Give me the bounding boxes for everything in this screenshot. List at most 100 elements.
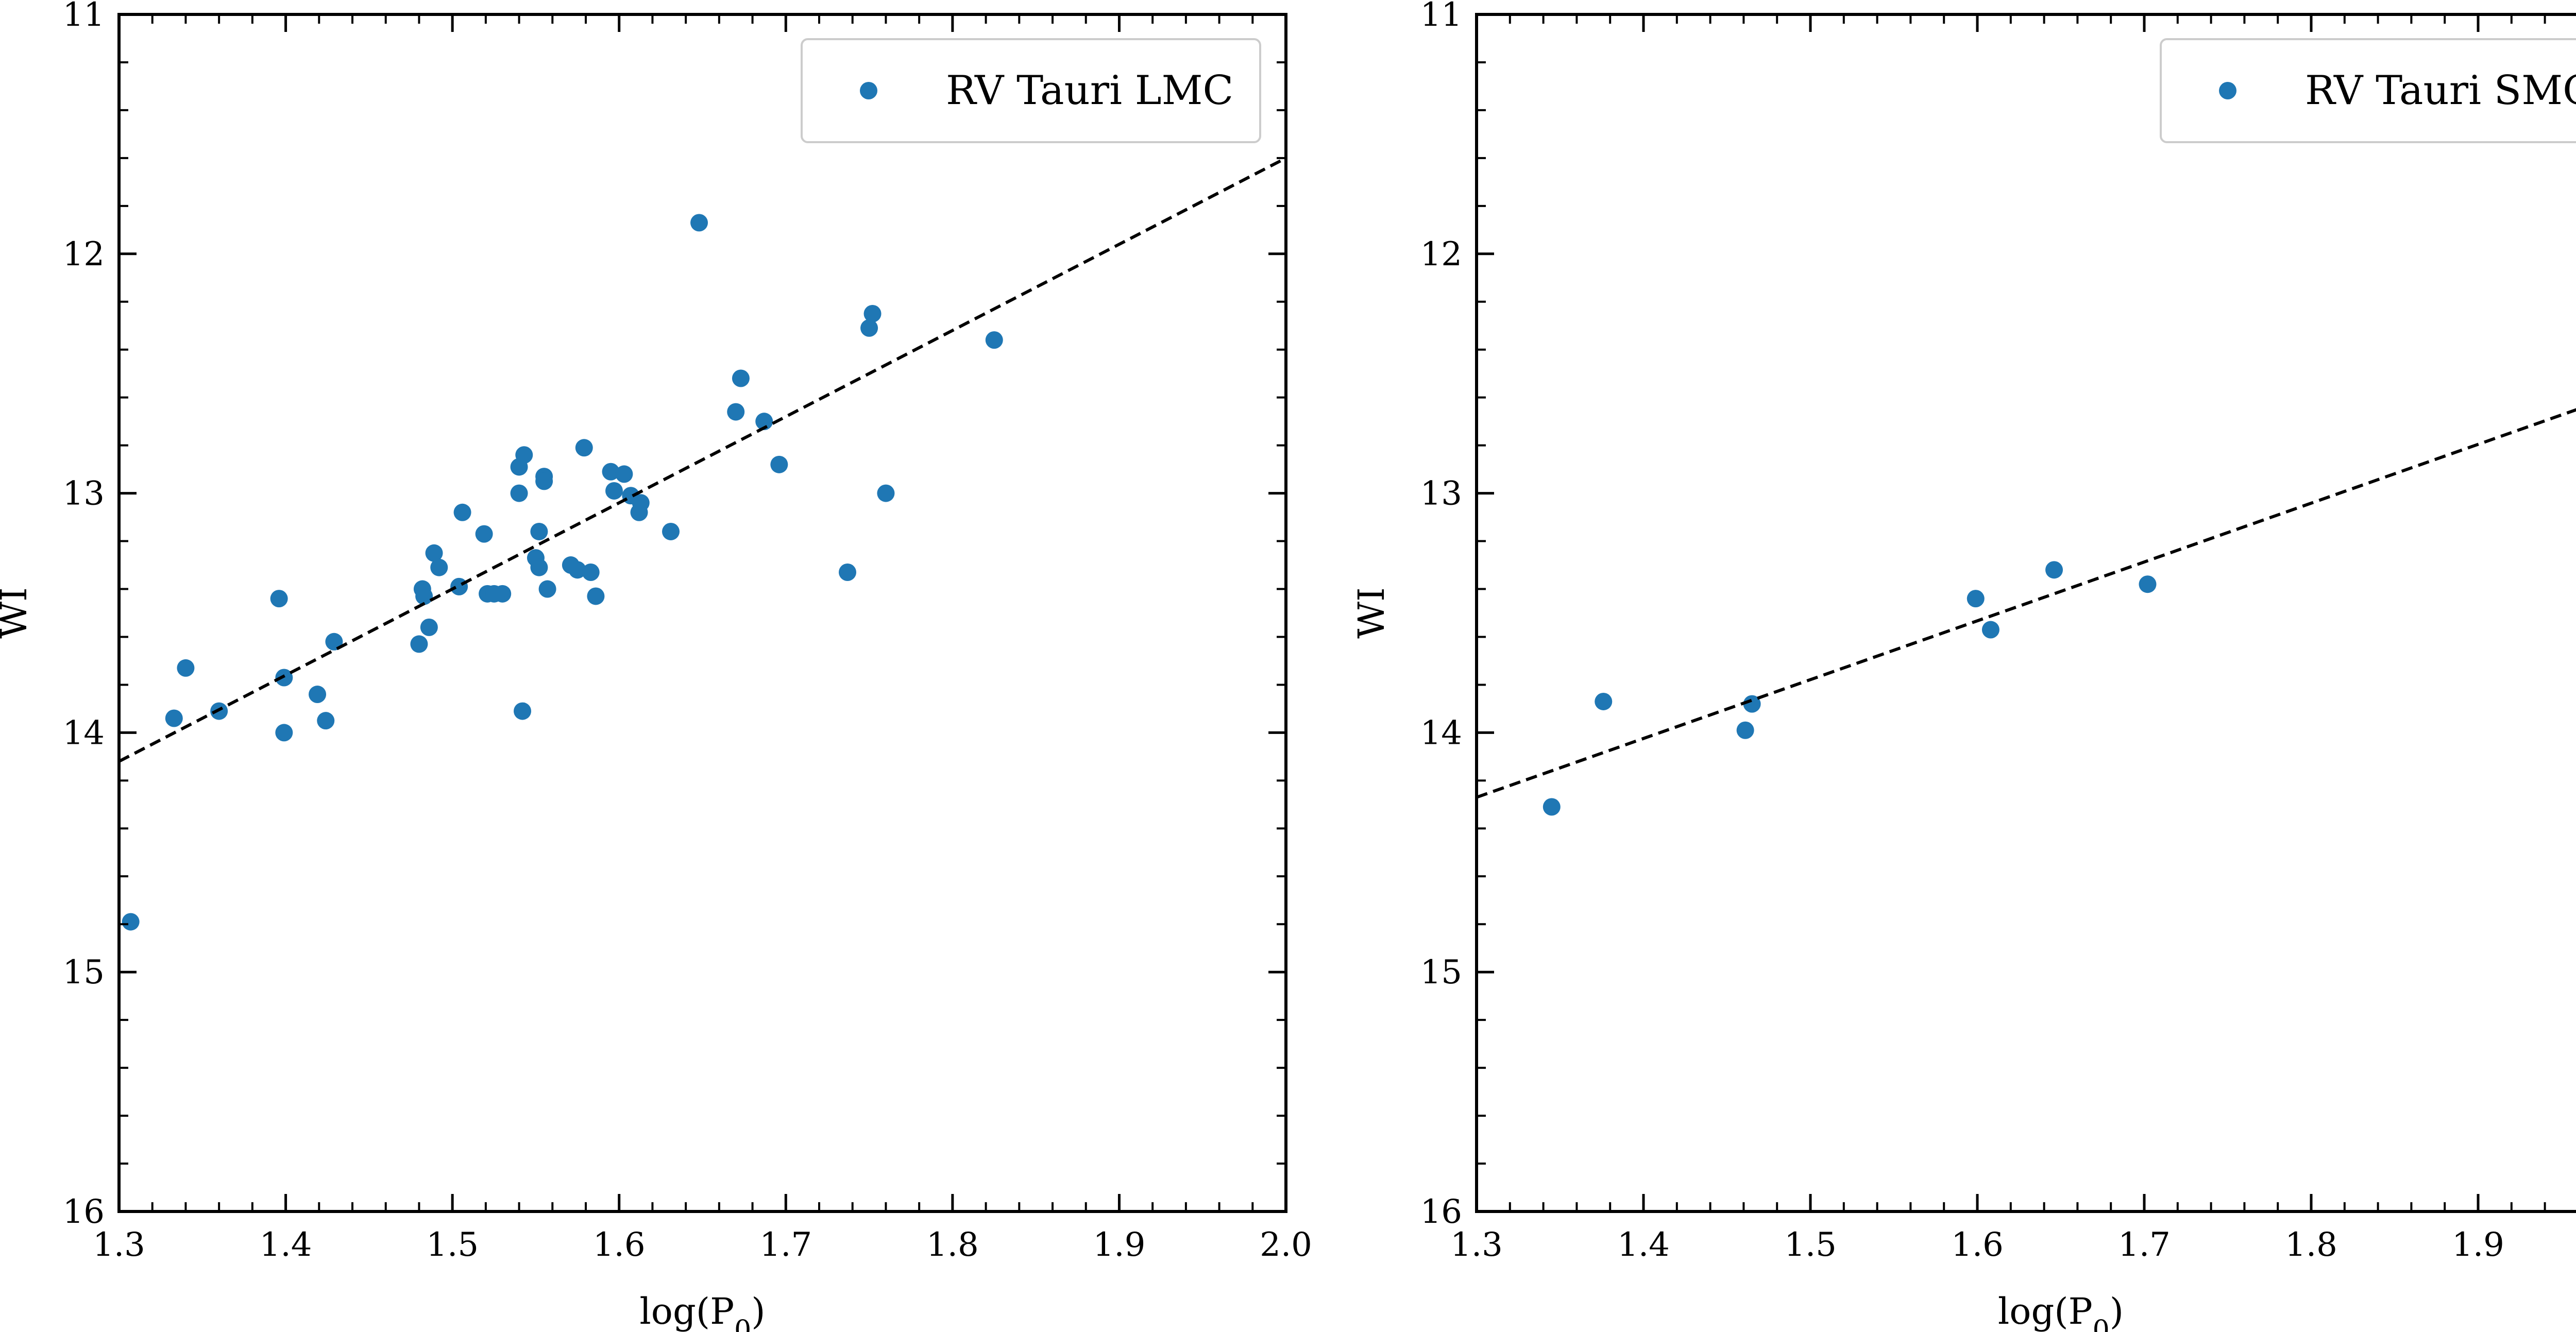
right-y-tick-labels: 11 12 13 14 15 16 bbox=[1420, 0, 1462, 1231]
scatter-point bbox=[415, 587, 433, 605]
x-tick-label: 1.7 bbox=[759, 1226, 812, 1264]
scatter-point bbox=[732, 369, 750, 387]
scatter-point bbox=[632, 494, 650, 512]
scatter-point bbox=[530, 522, 548, 540]
y-tick-label: 12 bbox=[63, 235, 105, 274]
left-fit-line bbox=[118, 157, 1287, 763]
left-tick-marks bbox=[117, 13, 1287, 1213]
y-tick-label: 11 bbox=[1420, 0, 1462, 34]
left-y-axis-label: WI bbox=[0, 587, 35, 639]
scatter-point bbox=[514, 702, 532, 720]
scatter-point bbox=[1543, 798, 1561, 816]
y-tick-label: 16 bbox=[1420, 1193, 1462, 1231]
scatter-point bbox=[860, 319, 878, 337]
left-legend-box bbox=[801, 38, 1261, 143]
scatter-point bbox=[602, 463, 620, 481]
scatter-point bbox=[839, 563, 857, 581]
scatter-point bbox=[1743, 695, 1761, 713]
scatter-point bbox=[122, 913, 140, 931]
left-x-tick-labels: 1.3 1.4 1.5 1.6 1.7 1.8 1.9 2.0 bbox=[93, 1226, 1312, 1264]
left-legend-label: RV Tauri LMC bbox=[946, 67, 1233, 114]
scatter-point bbox=[535, 472, 553, 490]
y-tick-label: 12 bbox=[1420, 235, 1462, 274]
scatter-point bbox=[605, 482, 623, 500]
scatter-point bbox=[325, 633, 343, 651]
x-tick-label: 1.7 bbox=[2118, 1226, 2171, 1264]
scatter-point bbox=[615, 465, 633, 483]
x-tick-label: 1.4 bbox=[260, 1226, 312, 1264]
y-tick-label: 11 bbox=[63, 0, 105, 34]
scatter-point bbox=[450, 577, 468, 595]
scatter-point bbox=[877, 484, 895, 502]
scatter-point bbox=[587, 587, 605, 605]
right-tick-marks bbox=[1475, 13, 2546, 1213]
scatter-point bbox=[568, 561, 586, 579]
x-tick-label: 1.4 bbox=[1617, 1226, 1670, 1264]
scatter-point bbox=[690, 214, 708, 232]
right-y-axis-label: WI bbox=[1350, 587, 1393, 639]
scatter-point bbox=[985, 331, 1003, 349]
scatter-point bbox=[275, 724, 293, 742]
scatter-point bbox=[538, 580, 556, 598]
scatter-point bbox=[582, 563, 600, 581]
scatter-point bbox=[515, 446, 533, 464]
left-scatter-points bbox=[122, 214, 1003, 931]
x-tick-label: 1.5 bbox=[1784, 1226, 1837, 1264]
scatter-point bbox=[430, 558, 448, 576]
right-legend-label: RV Tauri SMC bbox=[2305, 67, 2576, 114]
scatter-point bbox=[510, 484, 528, 502]
scatter-point bbox=[177, 659, 195, 677]
scatter-point bbox=[2139, 575, 2157, 593]
scatter-point bbox=[755, 413, 773, 431]
right-legend-box bbox=[2160, 38, 2576, 143]
y-tick-label: 16 bbox=[63, 1193, 105, 1231]
right-x-axis-label: log(P0) bbox=[1998, 1290, 2124, 1332]
right-x-tick-labels: 1.31.41.51.61.71.81.92.0 bbox=[1450, 1226, 2504, 1264]
scatter-point bbox=[453, 503, 471, 521]
scatter-point bbox=[309, 686, 327, 704]
scatter-point bbox=[475, 525, 493, 543]
left-plot-frame bbox=[117, 13, 1287, 1213]
y-tick-label: 14 bbox=[1420, 714, 1462, 752]
y-tick-label: 14 bbox=[63, 714, 105, 752]
x-tick-label: 2.0 bbox=[1260, 1226, 1312, 1264]
scatter-point bbox=[530, 558, 548, 576]
scatter-point bbox=[1967, 590, 1985, 608]
scatter-point bbox=[1981, 621, 1999, 639]
x-tick-label: 1.3 bbox=[1450, 1226, 1503, 1264]
x-tick-label: 1.8 bbox=[2285, 1226, 2337, 1264]
scatter-point bbox=[410, 635, 428, 653]
x-tick-label: 1.6 bbox=[1951, 1226, 2004, 1264]
x-tick-label: 1.9 bbox=[1093, 1226, 1146, 1264]
x-tick-label: 1.8 bbox=[926, 1226, 979, 1264]
y-tick-label: 15 bbox=[63, 953, 105, 992]
scatter-point bbox=[317, 712, 335, 730]
right-legend-marker bbox=[2219, 82, 2236, 99]
scatter-point bbox=[2045, 561, 2063, 579]
scatter-point bbox=[165, 709, 183, 727]
scatter-point bbox=[863, 305, 882, 322]
right-scatter-points bbox=[1543, 561, 2157, 816]
scatter-point bbox=[662, 522, 680, 540]
scatter-point bbox=[494, 585, 512, 603]
scatter-point bbox=[770, 455, 788, 473]
right-fit-line bbox=[1476, 408, 2576, 799]
scatter-point bbox=[1595, 692, 1613, 710]
x-tick-label: 1.6 bbox=[593, 1226, 646, 1264]
scatter-point bbox=[575, 439, 593, 457]
scatter-point bbox=[1736, 721, 1754, 739]
left-legend-marker bbox=[860, 82, 877, 99]
left-panel: 1.3 1.4 1.5 1.6 1.7 1.8 1.9 2.0 11 12 13 14 15 16 lo… bbox=[0, 0, 1312, 1332]
y-tick-label: 13 bbox=[1420, 475, 1462, 513]
scatter-point bbox=[727, 403, 745, 421]
scatter-point bbox=[420, 618, 438, 636]
y-tick-label: 13 bbox=[63, 475, 105, 513]
scatter-point bbox=[270, 590, 288, 608]
scatter-point bbox=[425, 544, 443, 562]
left-x-axis-label: log(P0) bbox=[639, 1290, 765, 1332]
left-legend: RV Tauri LMC bbox=[801, 38, 1261, 143]
right-plot-frame bbox=[1475, 13, 2576, 1213]
y-tick-label: 15 bbox=[1420, 953, 1462, 992]
